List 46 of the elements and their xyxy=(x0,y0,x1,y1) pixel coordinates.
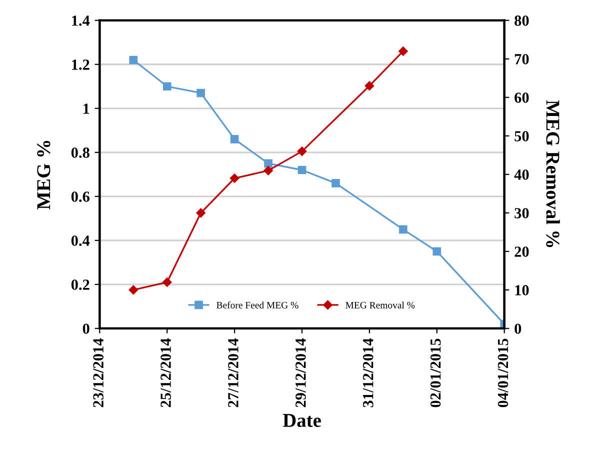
point xyxy=(129,56,138,64)
y-tick-label: 0.8 xyxy=(71,148,90,158)
point xyxy=(196,88,205,98)
legend-label: Before Feed MEG % xyxy=(216,302,298,308)
point xyxy=(264,166,273,176)
y-tick-label: 0.6 xyxy=(71,192,90,202)
y2-tick-label: 80 xyxy=(514,16,529,26)
y2-tick-label: 70 xyxy=(514,54,529,64)
x-tick-label: 02/01/2015 xyxy=(430,338,441,408)
y2-tick-label: 0 xyxy=(514,324,522,334)
x-tick-label: 29/12/2014 xyxy=(296,338,306,408)
y-tick-label: 0 xyxy=(82,324,90,334)
point xyxy=(230,174,240,183)
y-tick-label: 1.2 xyxy=(72,60,90,70)
y2-axis-title: MEG Removal % xyxy=(546,100,560,248)
point xyxy=(297,146,307,156)
point xyxy=(128,285,138,295)
point xyxy=(332,179,340,188)
point xyxy=(364,81,374,90)
y-tick-label: 1 xyxy=(84,104,90,114)
y2-tick-label: 30 xyxy=(514,208,529,218)
x-tick-label: 31/12/2014 xyxy=(362,338,374,408)
point xyxy=(399,225,408,234)
y-tick-label: 1.4 xyxy=(72,16,90,26)
point xyxy=(432,247,442,256)
x-tick-label: 27/12/2014 xyxy=(228,338,238,408)
point xyxy=(298,166,306,174)
point xyxy=(162,278,172,287)
point xyxy=(264,159,272,168)
legend-label: MEG Removal % xyxy=(346,302,415,308)
point xyxy=(162,82,172,91)
y2-tick-label: 20 xyxy=(514,246,529,257)
x-tick-label: 23/12/2014 xyxy=(93,338,104,408)
y2-tick-label: 40 xyxy=(514,170,529,180)
y2-tick-label: 60 xyxy=(514,92,529,103)
y2-tick-label: 50 xyxy=(514,131,529,142)
x-tick-label: 04/01/2015 xyxy=(498,338,508,408)
y-axis-title: MEG % xyxy=(37,140,50,210)
point xyxy=(398,46,408,56)
x-tick-label: 25/12/2014 xyxy=(160,338,171,408)
y2-tick-label: 10 xyxy=(515,285,529,296)
x-axis-title: Date xyxy=(282,414,321,427)
point xyxy=(196,208,206,218)
point xyxy=(230,135,239,144)
y-tick-label: 0.2 xyxy=(71,280,90,290)
y-tick-label: 0.4 xyxy=(71,236,90,246)
